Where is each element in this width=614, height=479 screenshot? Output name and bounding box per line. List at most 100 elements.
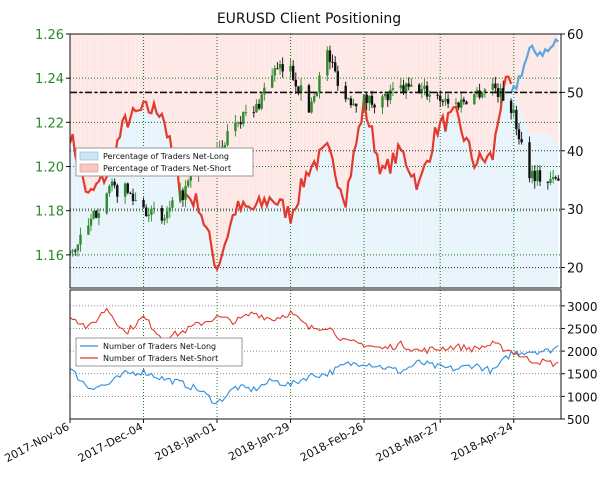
candle-up xyxy=(444,98,447,102)
candle-up xyxy=(163,218,166,221)
candle-down xyxy=(517,129,521,140)
candle-up xyxy=(326,50,329,76)
candle-down xyxy=(276,68,279,70)
candle-up xyxy=(134,199,137,201)
date-axis-label: 2018-Jan-29 xyxy=(226,420,292,463)
traders-axis-label: 500 xyxy=(567,413,590,427)
candle-down xyxy=(373,104,376,108)
traders-net-long-line xyxy=(70,345,559,405)
candle-up xyxy=(70,250,72,255)
candle-down xyxy=(533,170,536,182)
candle-up xyxy=(234,122,237,132)
candle-down xyxy=(365,94,368,104)
candle-down xyxy=(144,207,148,217)
legend-label-traders-net-short: Number of Traders Net-Short xyxy=(103,354,218,363)
candle-down xyxy=(557,178,560,181)
candle-down xyxy=(95,210,98,218)
candle-up xyxy=(186,180,190,187)
candle-up xyxy=(352,103,355,106)
candle-up xyxy=(289,65,292,72)
candle-up xyxy=(347,98,350,100)
candle-up xyxy=(483,89,487,93)
percentage-axis-label: 20 xyxy=(567,262,584,277)
candle-up xyxy=(391,88,395,90)
date-axis-label: 2018-Apr-24 xyxy=(449,420,515,463)
candle-up xyxy=(399,85,403,89)
candle-up xyxy=(410,84,413,87)
legend-swatch-net-short xyxy=(79,163,99,173)
price-axis-label: 1.26 xyxy=(35,28,64,43)
candle-down xyxy=(509,100,513,114)
price-axis-label: 1.22 xyxy=(35,116,64,131)
candle-down xyxy=(252,112,255,114)
candle-down xyxy=(307,85,311,113)
candle-up xyxy=(179,190,182,201)
candle-down xyxy=(546,181,550,183)
candle-down xyxy=(494,83,497,89)
candle-up xyxy=(255,103,258,113)
candle-down xyxy=(239,122,242,125)
candle-down xyxy=(336,71,340,86)
candle-up xyxy=(168,207,171,212)
candle-down xyxy=(538,170,542,182)
candle-up xyxy=(244,112,248,114)
candle-up xyxy=(242,112,245,125)
candle-up xyxy=(423,85,426,89)
candle-up xyxy=(79,234,82,245)
candle-up xyxy=(389,89,392,101)
candle-down xyxy=(502,88,505,101)
candle-up xyxy=(454,102,458,104)
candle-down xyxy=(181,190,185,200)
net-short-percentage-line xyxy=(70,75,513,272)
candle-up xyxy=(87,225,90,235)
candle-up xyxy=(92,210,95,219)
candle-up xyxy=(460,99,463,108)
candle-up xyxy=(165,211,169,219)
candle-down xyxy=(441,101,445,103)
date-axis-label: 2018-Mar-27 xyxy=(374,420,442,464)
candle-up xyxy=(189,176,192,181)
candle-down xyxy=(554,177,557,179)
date-axis-label: 2018-Feb-26 xyxy=(298,420,365,464)
candle-up xyxy=(260,94,263,109)
candle-up xyxy=(381,96,384,108)
candle-down xyxy=(354,103,358,107)
legend-swatch-net-long xyxy=(79,151,99,161)
candle-down xyxy=(126,183,129,193)
candle-down xyxy=(496,88,500,97)
candle-down xyxy=(402,85,405,93)
traders-net-short-line xyxy=(70,307,559,368)
date-axis-label: 2017-Dec-04 xyxy=(76,420,145,465)
candle-down xyxy=(457,102,460,108)
candle-down xyxy=(515,109,518,130)
candle-up xyxy=(404,83,408,93)
candle-up xyxy=(315,92,319,97)
candle-down xyxy=(478,90,481,98)
date-axis-label: 2018-Jan-01 xyxy=(153,420,219,463)
candle-down xyxy=(436,94,439,96)
candle-down xyxy=(257,103,261,109)
candle-up xyxy=(312,96,316,102)
candle-up xyxy=(362,94,366,107)
candle-up xyxy=(299,85,303,94)
candle-up xyxy=(473,94,476,105)
candle-up xyxy=(420,88,424,94)
candle-down xyxy=(129,192,132,194)
candle-down xyxy=(331,61,334,63)
candle-up xyxy=(278,64,282,69)
candle-up xyxy=(108,186,111,194)
candle-down xyxy=(291,65,295,80)
candle-down xyxy=(116,185,119,197)
candle-up xyxy=(491,83,494,90)
candle-up xyxy=(150,208,153,215)
candle-down xyxy=(74,250,77,252)
candle-up xyxy=(310,101,313,113)
percentage-axis-label: 30 xyxy=(567,203,584,218)
traders-axis-label: 1000 xyxy=(567,390,598,404)
traders-axis-label: 1500 xyxy=(567,368,598,382)
candle-up xyxy=(105,193,108,214)
candle-down xyxy=(160,207,164,221)
price-axis-label: 1.24 xyxy=(35,72,64,87)
